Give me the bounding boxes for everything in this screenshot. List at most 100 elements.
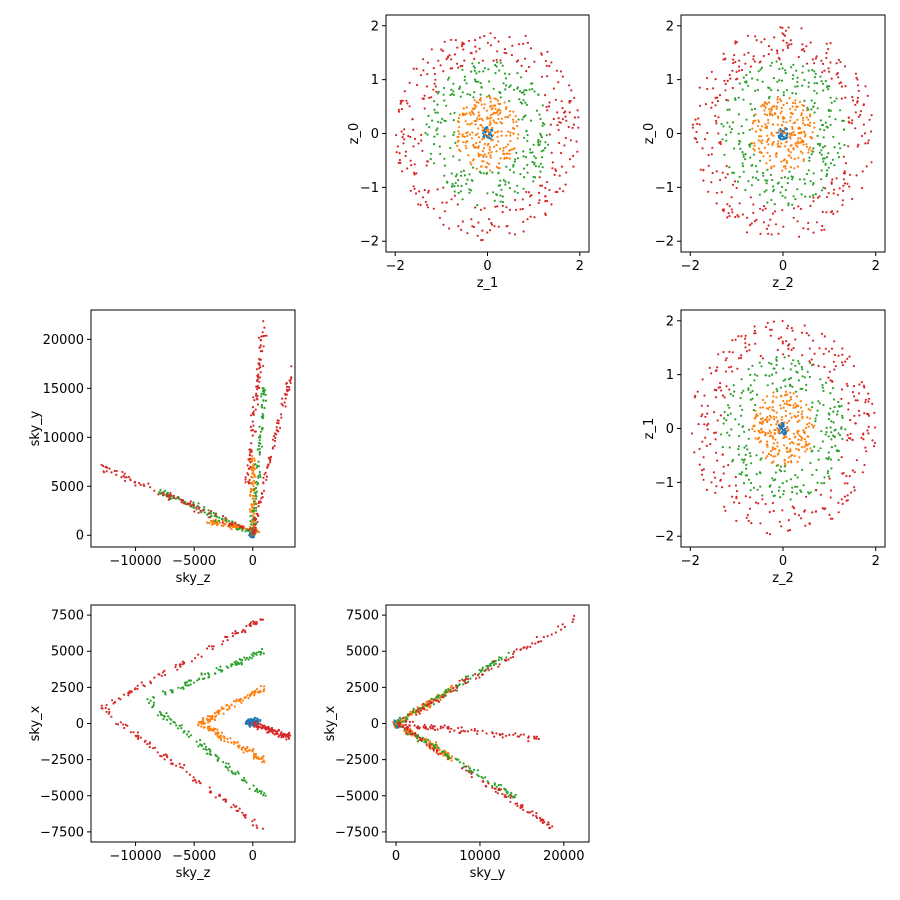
data-point	[492, 663, 496, 667]
data-point	[526, 218, 529, 221]
data-point	[822, 160, 825, 163]
data-point	[773, 432, 776, 435]
data-point	[835, 62, 838, 65]
data-point	[253, 473, 256, 476]
data-point	[285, 738, 288, 741]
data-point	[479, 97, 482, 100]
data-point	[465, 681, 468, 685]
data-point	[478, 668, 481, 672]
data-point	[508, 157, 511, 160]
data-point	[264, 728, 267, 731]
data-point	[719, 382, 722, 385]
data-point	[816, 196, 820, 199]
data-point	[406, 733, 409, 736]
data-point	[815, 82, 819, 85]
data-point	[252, 424, 255, 427]
data-point	[253, 694, 256, 697]
data-point	[792, 130, 795, 134]
data-point	[789, 133, 792, 136]
data-point	[464, 144, 467, 147]
data-point	[500, 658, 503, 661]
data-point	[777, 489, 781, 492]
data-point	[748, 143, 751, 147]
data-point	[466, 232, 469, 235]
data-point	[802, 158, 805, 161]
data-point	[768, 361, 771, 364]
data-point	[470, 728, 473, 732]
data-point	[548, 826, 551, 830]
data-point	[848, 185, 851, 188]
data-point	[463, 135, 466, 138]
data-point	[523, 136, 526, 139]
data-point	[863, 463, 866, 467]
data-point	[432, 88, 435, 91]
data-point	[776, 89, 780, 92]
data-point	[256, 826, 259, 830]
x-tick-label: 20000	[543, 849, 584, 864]
data-point	[156, 714, 160, 717]
data-point	[522, 167, 526, 170]
data-point	[769, 454, 773, 457]
data-point	[200, 722, 203, 725]
data-point	[776, 445, 779, 448]
data-point	[200, 673, 203, 676]
data-point	[694, 394, 697, 397]
data-point	[127, 694, 130, 697]
y-tick-label: 15000	[43, 382, 84, 397]
data-point	[479, 82, 482, 85]
data-point	[821, 507, 824, 510]
data-point	[260, 335, 263, 338]
data-point	[548, 133, 551, 136]
data-point	[262, 794, 265, 797]
data-point	[780, 160, 783, 163]
data-point	[777, 337, 781, 340]
data-point	[741, 471, 744, 474]
data-point	[477, 127, 480, 130]
data-point	[161, 491, 164, 494]
data-point	[808, 522, 811, 525]
data-point	[827, 376, 830, 379]
data-point	[770, 61, 774, 64]
data-point	[787, 461, 790, 464]
data-point	[772, 320, 776, 323]
data-point	[465, 112, 468, 115]
data-point	[110, 715, 113, 718]
data-point	[827, 192, 830, 195]
data-point	[732, 384, 735, 387]
data-point	[796, 118, 799, 121]
data-point	[715, 122, 718, 125]
x-tick-label: −5000	[172, 849, 216, 864]
data-point	[774, 478, 777, 481]
data-point	[803, 50, 806, 53]
data-point	[540, 136, 544, 139]
data-point	[521, 118, 524, 121]
data-point	[788, 529, 792, 532]
data-point	[819, 119, 823, 122]
data-point	[768, 159, 772, 162]
data-point	[255, 486, 258, 490]
data-point	[777, 116, 780, 119]
data-point	[197, 745, 200, 748]
data-point	[759, 159, 762, 162]
data-point	[496, 205, 499, 208]
data-point	[814, 510, 818, 513]
data-point	[564, 183, 567, 186]
data-point	[765, 182, 768, 185]
data-point	[741, 458, 744, 461]
data-point	[266, 465, 269, 468]
data-point	[762, 205, 766, 208]
data-point	[471, 62, 474, 65]
data-point	[263, 326, 266, 329]
data-point	[557, 81, 560, 84]
data-point	[849, 419, 852, 422]
data-point	[252, 620, 255, 623]
data-point	[794, 198, 797, 201]
data-point	[809, 409, 812, 412]
data-point	[447, 76, 451, 79]
data-point	[782, 432, 785, 435]
data-point	[483, 207, 486, 210]
data-point	[775, 358, 778, 361]
data-point	[785, 121, 788, 124]
data-point	[818, 144, 821, 147]
